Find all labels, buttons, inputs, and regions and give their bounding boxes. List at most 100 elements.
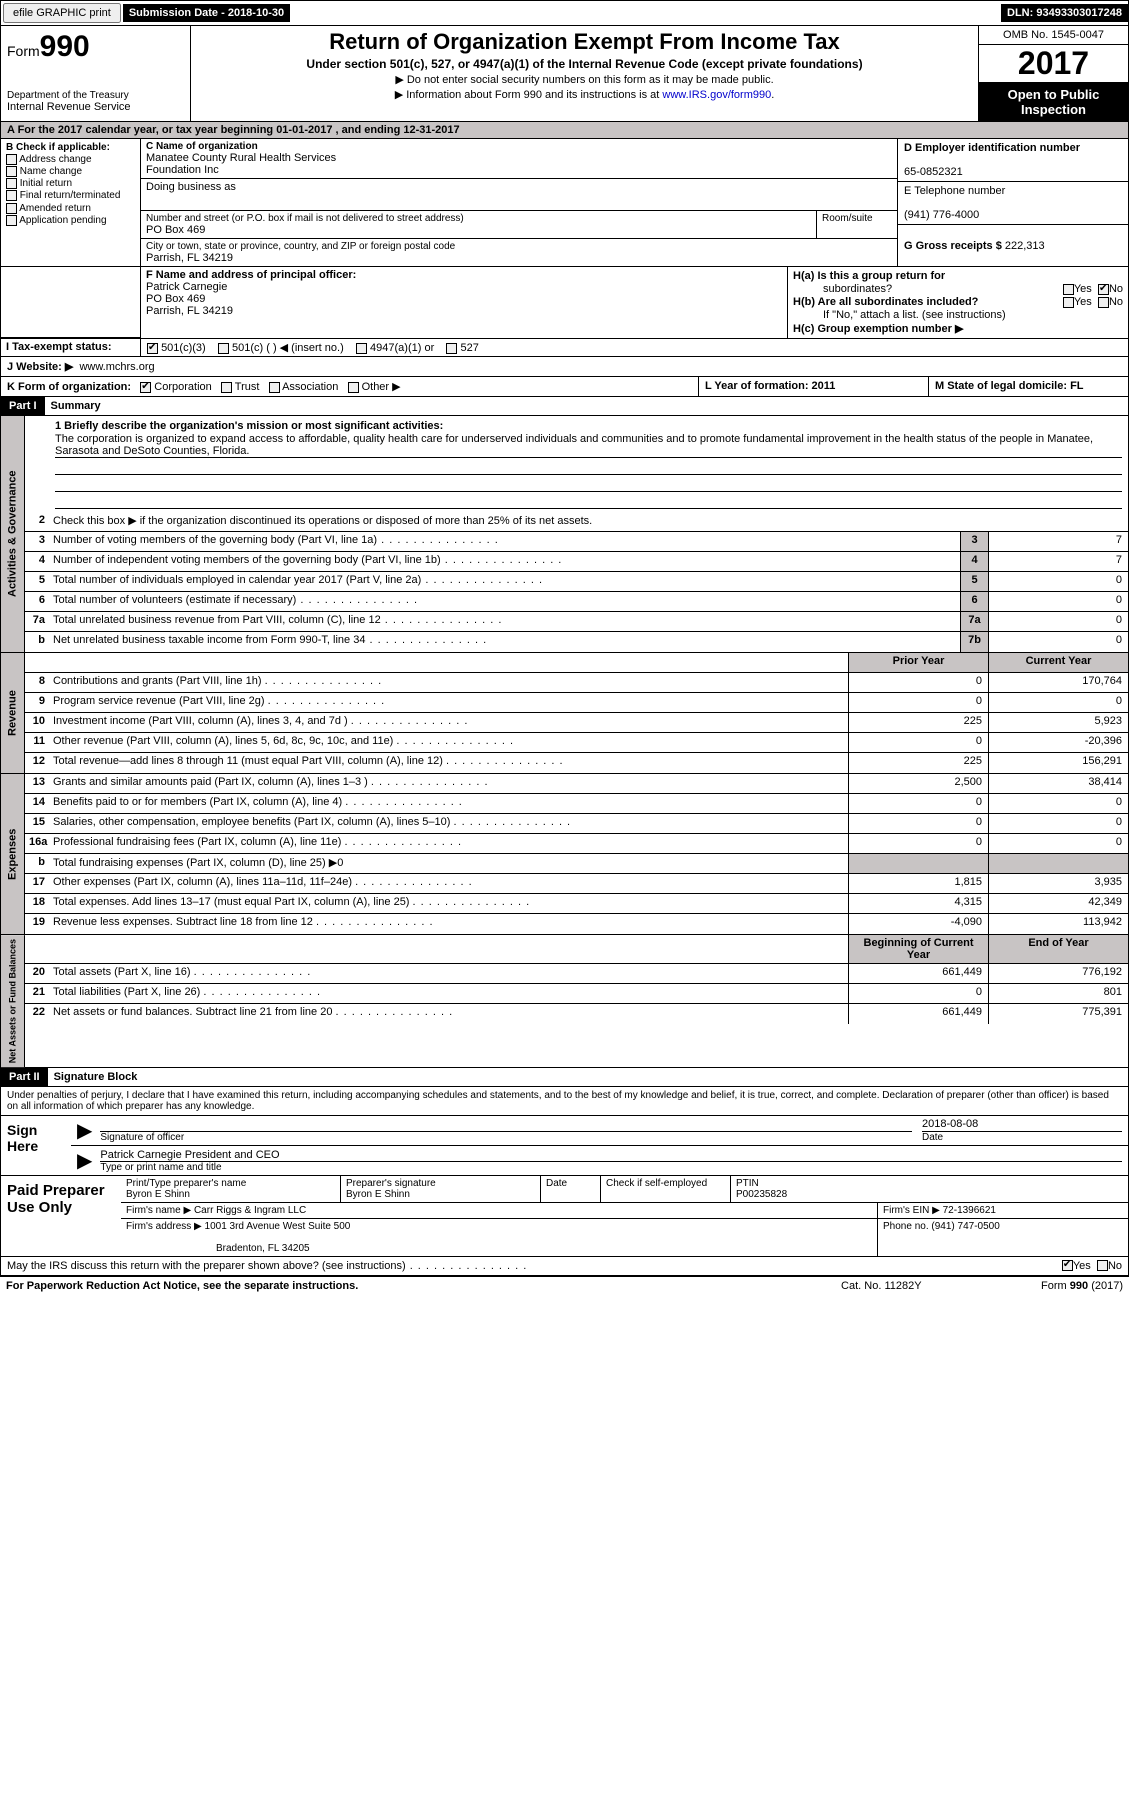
discuss-no[interactable] xyxy=(1097,1260,1108,1271)
part1-header: Part I xyxy=(1,397,45,415)
open-to-public: Open to PublicInspection xyxy=(979,83,1128,121)
cb-amended-return[interactable]: Amended return xyxy=(6,203,135,214)
irs-link[interactable]: www.IRS.gov/form990 xyxy=(662,89,771,101)
paid-preparer-label: Paid Preparer Use Only xyxy=(1,1176,121,1256)
ha-sub: subordinates? xyxy=(793,283,1063,295)
officer-name: Patrick Carnegie xyxy=(146,281,227,293)
current-year-header: Current Year xyxy=(988,653,1128,672)
officer-addr1: PO Box 469 xyxy=(146,293,205,305)
ptin-label: PTIN xyxy=(736,1178,759,1189)
website-value: www.mchrs.org xyxy=(79,361,154,373)
self-employed-check[interactable]: Check if self-employed xyxy=(601,1176,731,1202)
cb-4947[interactable] xyxy=(356,343,367,354)
sign-here-label: Sign Here xyxy=(1,1116,71,1175)
phone-value: (941) 776-4000 xyxy=(904,209,979,221)
hc-label: H(c) Group exemption number ▶ xyxy=(793,323,963,335)
dba-label: Doing business as xyxy=(146,181,892,193)
prep-name: Byron E Shinn xyxy=(126,1189,190,1200)
hb-no[interactable] xyxy=(1098,297,1109,308)
prior-year-header: Prior Year xyxy=(848,653,988,672)
hb-note: If "No," attach a list. (see instruction… xyxy=(793,309,1123,321)
org-name-1: Manatee County Rural Health Services xyxy=(146,152,892,164)
cb-other[interactable] xyxy=(348,382,359,393)
sig-date-label: Date xyxy=(922,1132,1122,1143)
city-label: City or town, state or province, country… xyxy=(146,241,892,252)
pra-notice: For Paperwork Reduction Act Notice, see … xyxy=(6,1280,841,1292)
dln: DLN: 93493303017248 xyxy=(1001,4,1128,22)
cb-501c3[interactable] xyxy=(147,343,158,354)
discuss-yes[interactable] xyxy=(1062,1260,1073,1271)
e-label: E Telephone number xyxy=(904,185,1005,197)
org-name-2: Foundation Inc xyxy=(146,164,892,176)
ha-label: H(a) Is this a group return for xyxy=(793,270,945,282)
sig-date: 2018-08-08 xyxy=(922,1118,1122,1132)
cb-application-pending[interactable]: Application pending xyxy=(6,215,135,226)
begin-year-header: Beginning of Current Year xyxy=(848,935,988,963)
firm-phone: (941) 747-0500 xyxy=(931,1221,999,1232)
ha-no[interactable] xyxy=(1098,284,1109,295)
firm-name: Carr Riggs & Ingram LLC xyxy=(194,1205,306,1216)
cb-initial-return[interactable]: Initial return xyxy=(6,178,135,189)
form-note-2: ▶ Information about Form 990 and its ins… xyxy=(197,88,972,101)
sig-officer-label: Signature of officer xyxy=(100,1132,912,1143)
c-name-label: C Name of organization xyxy=(146,141,258,152)
cb-address-change[interactable]: Address change xyxy=(6,154,135,165)
form-subtitle: Under section 501(c), 527, or 4947(a)(1)… xyxy=(197,57,972,71)
vtab-net-assets: Net Assets or Fund Balances xyxy=(1,935,25,1067)
addr-label: Number and street (or P.O. box if mail i… xyxy=(146,213,811,224)
m-state-domicile: M State of legal domicile: FL xyxy=(935,380,1084,392)
g-label: G Gross receipts $ xyxy=(904,240,1002,252)
cb-527[interactable] xyxy=(446,343,457,354)
firm-phone-label: Phone no. xyxy=(883,1221,929,1232)
arrow-icon: ▶ xyxy=(77,1148,92,1173)
f-label: F Name and address of principal officer: xyxy=(146,269,356,281)
cb-501c[interactable] xyxy=(218,343,229,354)
discuss-question: May the IRS discuss this return with the… xyxy=(7,1260,1062,1272)
row-a-tax-year: A For the 2017 calendar year, or tax yea… xyxy=(0,122,1129,139)
type-name-label: Type or print name and title xyxy=(100,1162,1122,1173)
irs-label: Internal Revenue Service xyxy=(7,101,184,113)
prep-sig: Byron E Shinn xyxy=(346,1189,410,1200)
vtab-governance: Activities & Governance xyxy=(1,416,25,652)
omb-number: OMB No. 1545-0047 xyxy=(979,26,1128,45)
k-label: K Form of organization: xyxy=(7,381,131,393)
signature-intro: Under penalties of perjury, I declare th… xyxy=(0,1087,1129,1116)
prep-sig-label: Preparer's signature xyxy=(346,1178,436,1189)
form-number: Form990 xyxy=(7,30,184,64)
part2-header: Part II xyxy=(1,1068,48,1086)
cb-name-change[interactable]: Name change xyxy=(6,166,135,177)
b-header: B Check if applicable: xyxy=(6,142,110,153)
firm-ein-label: Firm's EIN ▶ xyxy=(883,1205,940,1216)
firm-addr2: Bradenton, FL 34205 xyxy=(126,1243,310,1254)
prep-date-label: Date xyxy=(546,1178,567,1189)
vtab-revenue: Revenue xyxy=(1,653,25,773)
efile-print-button[interactable]: efile GRAPHIC print xyxy=(3,3,121,23)
org-city: Parrish, FL 34219 xyxy=(146,252,892,264)
hb-yes[interactable] xyxy=(1063,297,1074,308)
room-label: Room/suite xyxy=(822,213,892,224)
part2-title: Signature Block xyxy=(48,1068,1128,1086)
officer-addr2: Parrish, FL 34219 xyxy=(146,305,233,317)
vtab-expenses: Expenses xyxy=(1,774,25,934)
submission-date: Submission Date - 2018-10-30 xyxy=(123,4,290,22)
cb-association[interactable] xyxy=(269,382,280,393)
cb-final-return[interactable]: Final return/terminated xyxy=(6,190,135,201)
i-label: I Tax-exempt status: xyxy=(6,341,112,353)
cb-corporation[interactable] xyxy=(140,382,151,393)
tax-year: 2017 xyxy=(979,45,1128,83)
firm-addr-label: Firm's address ▶ xyxy=(126,1221,202,1232)
j-label: J Website: ▶ xyxy=(7,361,73,373)
section-b-checkboxes: B Check if applicable: Address change Na… xyxy=(1,139,141,266)
officer-printed: Patrick Carnegie President and CEO xyxy=(100,1149,1122,1162)
d-label: D Employer identification number xyxy=(904,142,1080,154)
form-title: Return of Organization Exempt From Incom… xyxy=(197,29,972,55)
form-footer: Form 990 (2017) xyxy=(1041,1280,1123,1292)
arrow-icon: ▶ xyxy=(77,1118,92,1143)
ein-value: 65-0852321 xyxy=(904,166,963,178)
prep-name-label: Print/Type preparer's name xyxy=(126,1178,246,1189)
ha-yes[interactable] xyxy=(1063,284,1074,295)
form-note-1: ▶ Do not enter social security numbers o… xyxy=(197,73,972,86)
org-address: PO Box 469 xyxy=(146,224,811,236)
cb-trust[interactable] xyxy=(221,382,232,393)
cat-no: Cat. No. 11282Y xyxy=(841,1280,1041,1292)
